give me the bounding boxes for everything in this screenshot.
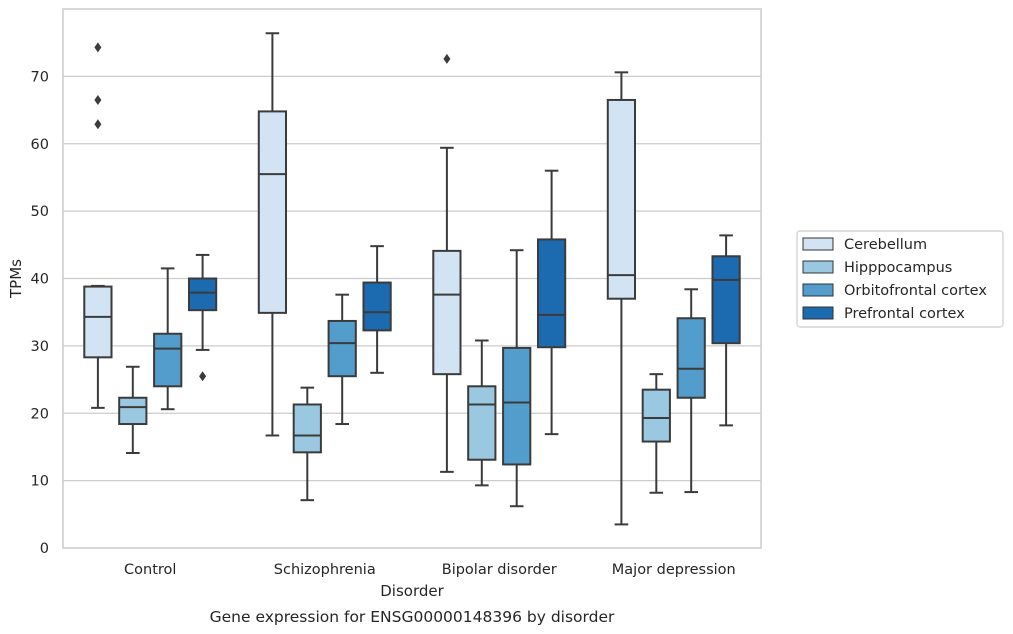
y-tick-label: 20 <box>31 406 49 422</box>
iqr-box <box>362 281 392 332</box>
y-tick-label: 40 <box>31 272 49 288</box>
x-tick-label: Major depression <box>612 562 736 578</box>
y-tick-label: 30 <box>31 339 49 355</box>
box-orbitofrontal-cortex <box>676 288 706 494</box>
x-axis-title: Disorder <box>380 582 444 600</box>
iqr-box <box>536 238 567 349</box>
iqr-box <box>257 110 288 314</box>
outlier-point <box>94 42 102 53</box>
iqr-box <box>641 388 671 443</box>
legend-frame <box>796 230 1004 328</box>
box-plot-marks <box>83 32 741 526</box>
box-cerebellum <box>257 32 288 437</box>
box-prefrontal-cortex <box>536 169 567 436</box>
box-hipppocampus <box>118 365 148 455</box>
box-prefrontal-cortex <box>187 253 218 382</box>
iqr-box <box>711 255 741 345</box>
y-tick-label: 70 <box>31 69 49 85</box>
y-tick-label: 0 <box>40 541 49 557</box>
outlier-point <box>94 94 102 105</box>
legend-label: Cerebellum <box>844 237 927 253</box>
x-tick-label: Control <box>124 562 176 578</box>
box-prefrontal-cortex <box>362 245 392 374</box>
box-hipppocampus <box>292 386 322 502</box>
legend-swatch <box>802 260 834 274</box>
iqr-box <box>83 285 113 359</box>
iqr-box <box>432 249 462 376</box>
y-tick-label: 10 <box>31 474 49 490</box>
legend-label: Prefrontal cortex <box>844 306 965 322</box>
iqr-box <box>292 403 322 454</box>
legend-label: Orbitofrontal cortex <box>844 283 987 299</box>
iqr-box <box>327 319 357 378</box>
box-hipppocampus <box>467 339 497 487</box>
y-tick-label: 50 <box>31 204 49 220</box>
box-cerebellum <box>432 53 462 473</box>
iqr-box <box>676 317 706 399</box>
y-axis-title: TPMs <box>7 259 25 299</box>
box-cerebellum <box>83 42 113 409</box>
box-orbitofrontal-cortex <box>153 267 183 411</box>
y-axis-ticks: 0 10 20 30 40 50 60 70 <box>31 69 49 557</box>
iqr-box <box>467 385 497 461</box>
legend-label: Hipppocampus <box>844 260 952 276</box>
iqr-box <box>502 346 532 466</box>
box-hipppocampus <box>641 373 671 494</box>
legend-swatch <box>802 237 834 251</box>
x-axis-ticks: Control Schizophrenia Bipolar disorder Majo… <box>124 562 736 578</box>
iqr-box <box>118 396 148 426</box>
legend-swatch <box>802 306 834 320</box>
y-tick-label: 60 <box>31 137 49 153</box>
outlier-point <box>443 53 451 64</box>
box-prefrontal-cortex <box>711 234 741 427</box>
chart-caption: Gene expression for ENSG00000148396 by d… <box>210 608 615 626</box>
outlier-point <box>199 371 207 382</box>
x-tick-label: Bipolar disorder <box>442 562 557 578</box>
legend: Cerebellum Hipppocampus Orbitofrontal cort… <box>796 230 1004 328</box>
box-orbitofrontal-cortex <box>502 249 532 508</box>
iqr-box <box>153 332 183 388</box>
outlier-point <box>94 119 102 130</box>
iqr-box <box>606 98 637 300</box>
legend-swatch <box>802 283 834 297</box>
plot-area-frame <box>62 8 762 549</box>
iqr-box <box>187 277 218 312</box>
box-cerebellum <box>606 71 637 526</box>
x-tick-label: Schizophrenia <box>274 562 376 578</box>
box-orbitofrontal-cortex <box>327 293 357 426</box>
